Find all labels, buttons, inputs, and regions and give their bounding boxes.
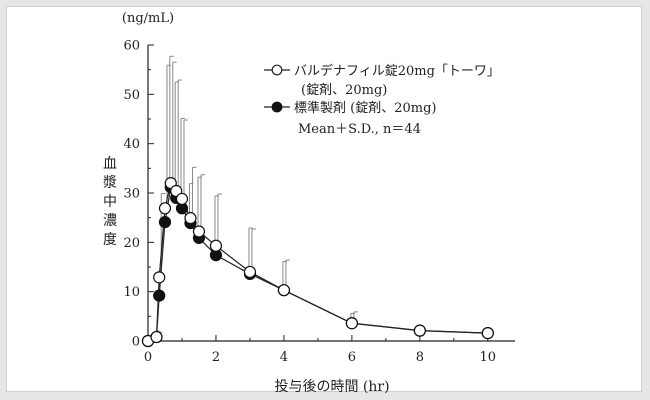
- y-axis-label-char: 度: [103, 232, 117, 248]
- y-axis-unit: (ng/mL): [122, 11, 174, 26]
- series-lines: [147, 181, 488, 342]
- y-axis-label-char: 中: [103, 194, 117, 210]
- legend-entry-reference: 標準製剤 (錠剤、20mg): [264, 100, 436, 116]
- legend-entry-test: バルデナフィル錠20mg「トーワ」 (錠剤、20mg): [264, 63, 500, 98]
- data-point-test: [184, 212, 197, 225]
- data-point-test: [150, 330, 163, 344]
- data-point-test: [209, 239, 223, 252]
- y-axis-label-char: 漿: [103, 175, 117, 191]
- y-tick-label: 60: [123, 39, 140, 54]
- data-point-test: [153, 271, 166, 284]
- data-point-test: [175, 192, 189, 206]
- legend-text: (錠剤、20mg): [301, 82, 387, 98]
- data-point-test: [413, 324, 426, 337]
- data-point-test: [481, 327, 494, 340]
- legend-note: Mean＋S.D., n＝44: [298, 122, 421, 137]
- data-point-reference: [153, 289, 166, 302]
- x-tick-label: 6: [348, 350, 356, 365]
- y-axis-label-char: 血: [103, 156, 117, 172]
- data-point-test: [277, 284, 291, 297]
- legend: バルデナフィル錠20mg「トーワ」 (錠剤、20mg) 標準製剤 (錠剤、20m…: [264, 63, 500, 137]
- y-tick-label: 50: [123, 88, 140, 103]
- series-line: [147, 181, 488, 342]
- axes: 0 10 20 30 40 50 60 0 2 4 6 8 10: [123, 39, 515, 365]
- y-tick-label: 40: [123, 137, 140, 152]
- y-axis-label: 血漿中濃度: [103, 156, 117, 248]
- legend-marker-filled-circle: [271, 101, 283, 113]
- y-tick-label: 10: [123, 285, 140, 300]
- x-tick-label: 10: [480, 350, 497, 365]
- y-tick-label: 30: [123, 187, 140, 202]
- y-tick-label: 20: [123, 236, 140, 251]
- data-point-reference: [158, 216, 172, 229]
- y-axis-label-char: 濃: [103, 213, 117, 229]
- data-point-test: [158, 202, 172, 215]
- data-point-test: [192, 225, 206, 238]
- x-tick-label: 4: [280, 350, 288, 365]
- legend-text: 標準製剤 (錠剤、20mg): [294, 100, 436, 116]
- y-tick-label: 0: [132, 335, 140, 350]
- x-tick-label: 8: [416, 350, 424, 365]
- series-markers: [141, 177, 494, 348]
- chart-frame: [6, 6, 642, 392]
- series-line: [147, 185, 488, 342]
- data-point-test: [345, 317, 358, 330]
- x-tick-label: 0: [144, 350, 152, 365]
- x-tick-label: 2: [212, 350, 220, 365]
- data-point-test: [243, 265, 257, 279]
- legend-marker-open-circle: [271, 64, 283, 76]
- legend-text: バルデナフィル錠20mg「トーワ」: [294, 63, 500, 79]
- x-axis-label: 投与後の時間 (hr): [274, 379, 389, 395]
